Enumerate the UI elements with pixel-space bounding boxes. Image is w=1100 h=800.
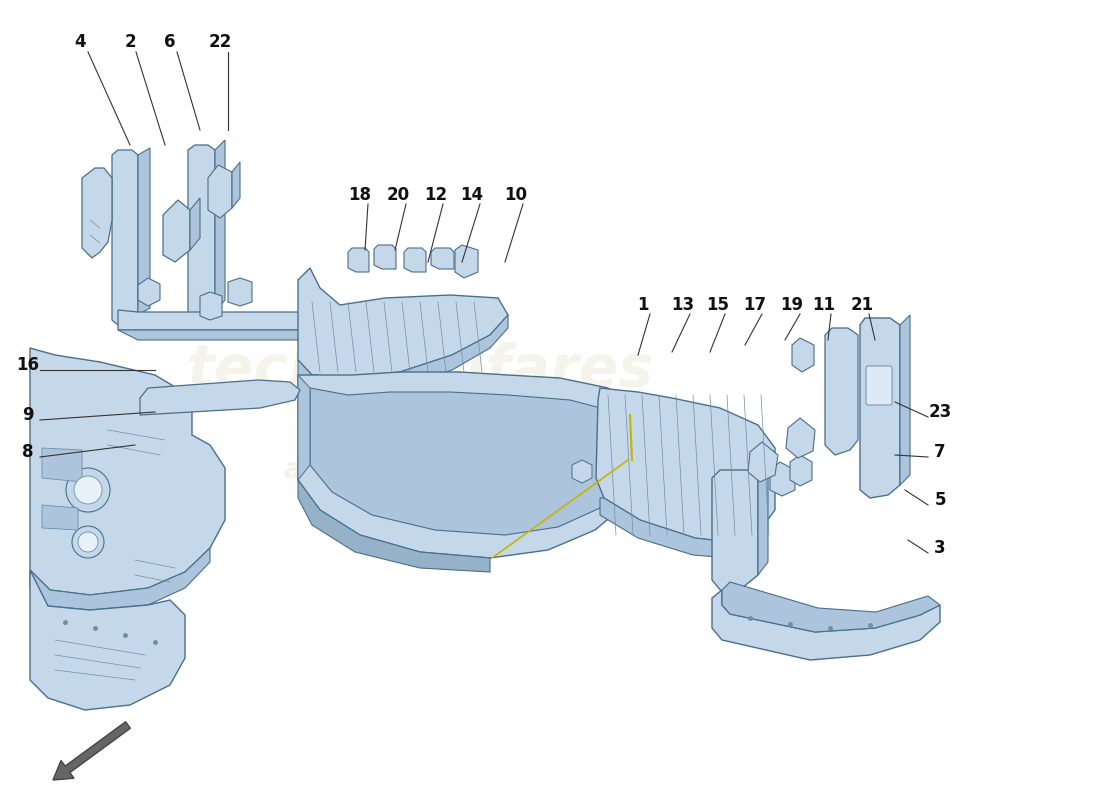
Text: 18: 18 — [349, 186, 372, 204]
Polygon shape — [200, 292, 222, 320]
Polygon shape — [298, 268, 508, 378]
Polygon shape — [232, 162, 240, 208]
Polygon shape — [722, 582, 940, 632]
Polygon shape — [608, 430, 630, 453]
Polygon shape — [374, 245, 396, 269]
Polygon shape — [138, 278, 160, 306]
Polygon shape — [455, 245, 478, 278]
Polygon shape — [118, 318, 315, 340]
Text: 14: 14 — [461, 186, 484, 204]
Polygon shape — [228, 278, 252, 306]
Polygon shape — [572, 460, 592, 483]
Polygon shape — [298, 315, 508, 392]
Text: 22: 22 — [208, 33, 232, 51]
Polygon shape — [30, 548, 210, 610]
Polygon shape — [758, 468, 768, 575]
Polygon shape — [712, 590, 940, 660]
Polygon shape — [770, 462, 795, 496]
Polygon shape — [825, 328, 858, 455]
Polygon shape — [404, 248, 426, 272]
Text: 7: 7 — [934, 443, 946, 461]
Polygon shape — [790, 455, 812, 486]
Text: 19: 19 — [780, 296, 804, 314]
Polygon shape — [163, 200, 190, 262]
Polygon shape — [712, 470, 758, 592]
Polygon shape — [298, 375, 310, 480]
Circle shape — [78, 532, 98, 552]
Polygon shape — [748, 442, 778, 482]
Polygon shape — [30, 570, 185, 710]
Text: technicalfares: technicalfares — [187, 342, 653, 398]
Polygon shape — [214, 140, 225, 312]
Polygon shape — [310, 388, 618, 535]
Text: 5: 5 — [934, 491, 946, 509]
Text: 23: 23 — [928, 403, 952, 421]
Polygon shape — [600, 498, 730, 558]
Polygon shape — [82, 168, 112, 258]
Circle shape — [66, 468, 110, 512]
Polygon shape — [786, 418, 815, 458]
Polygon shape — [42, 448, 82, 482]
Polygon shape — [188, 145, 214, 325]
Text: 3: 3 — [934, 539, 946, 557]
Circle shape — [72, 526, 104, 558]
Polygon shape — [792, 338, 814, 372]
Text: 15: 15 — [706, 296, 729, 314]
Polygon shape — [42, 505, 78, 530]
Text: 12: 12 — [425, 186, 448, 204]
Text: 16: 16 — [16, 356, 40, 374]
Text: 1: 1 — [637, 296, 649, 314]
Polygon shape — [190, 198, 200, 250]
Polygon shape — [30, 348, 225, 595]
Text: 11: 11 — [813, 296, 836, 314]
Text: 8: 8 — [22, 443, 34, 461]
Text: 6: 6 — [164, 33, 176, 51]
Polygon shape — [431, 248, 454, 269]
Text: a passion for parts since 1985: a passion for parts since 1985 — [284, 456, 756, 484]
Text: 17: 17 — [744, 296, 767, 314]
Text: 9: 9 — [22, 406, 34, 424]
Polygon shape — [118, 300, 315, 330]
Polygon shape — [348, 248, 369, 272]
Polygon shape — [298, 480, 490, 572]
Text: 21: 21 — [850, 296, 873, 314]
Polygon shape — [900, 315, 910, 485]
FancyBboxPatch shape — [866, 366, 892, 405]
Polygon shape — [112, 150, 138, 325]
Text: 2: 2 — [124, 33, 135, 51]
Polygon shape — [298, 372, 640, 558]
Polygon shape — [138, 148, 150, 315]
Polygon shape — [596, 388, 776, 542]
Polygon shape — [208, 165, 232, 218]
Polygon shape — [140, 380, 300, 415]
Polygon shape — [860, 318, 900, 498]
Circle shape — [74, 476, 102, 504]
Text: 10: 10 — [505, 186, 528, 204]
Text: 13: 13 — [671, 296, 694, 314]
Text: 20: 20 — [386, 186, 409, 204]
FancyArrow shape — [53, 722, 131, 780]
Text: 4: 4 — [74, 33, 86, 51]
